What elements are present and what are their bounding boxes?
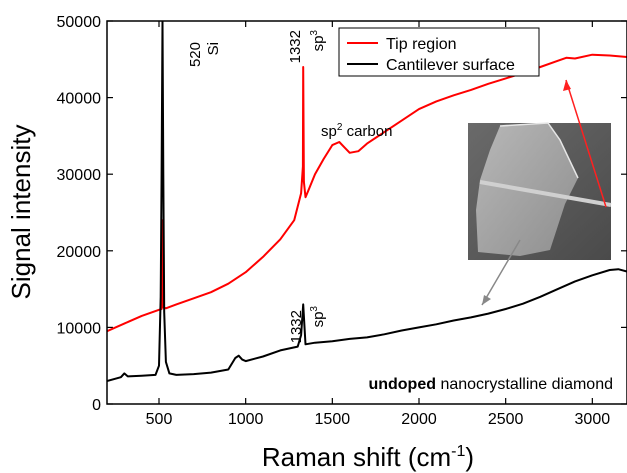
inset-sem-image bbox=[468, 122, 612, 260]
y-tick-label: 40000 bbox=[57, 91, 102, 108]
annotation-sp3-top: sp3 bbox=[309, 30, 327, 52]
x-tick-label: 2000 bbox=[401, 411, 437, 428]
annotations: 520 Si 1332 sp3 1332 sp3 sp2 carbon undo… bbox=[187, 30, 613, 393]
y-axis-title: Signal intensity bbox=[6, 125, 36, 300]
tick-layer: 500 1000 1500 2000 2500 300001000020000300004… bbox=[57, 14, 627, 428]
y-tick-label: 10000 bbox=[57, 320, 102, 337]
annotation-sp2-carbon: sp2 carbon bbox=[321, 122, 392, 140]
x-tick-label: 2500 bbox=[488, 411, 524, 428]
surface-arrow bbox=[481, 239, 521, 306]
y-tick-label: 30000 bbox=[57, 167, 102, 184]
annotation-si-label: Si bbox=[205, 42, 222, 55]
legend-label-cantilever: Cantilever surface bbox=[386, 57, 515, 74]
inset-arrows bbox=[481, 79, 607, 306]
x-tick-label: 1000 bbox=[228, 411, 264, 428]
y-tick-label: 0 bbox=[92, 397, 101, 414]
tip-arrow-head bbox=[563, 80, 571, 91]
annotation-1332-top: 1332 bbox=[287, 30, 304, 63]
plot-frame bbox=[106, 20, 627, 405]
x-axis-title: Raman shift (cm-1) bbox=[262, 442, 474, 472]
annotation-1332-bottom: 1332 bbox=[288, 310, 305, 343]
series-line-cantilever-surface bbox=[107, 21, 627, 382]
legend: Tip region Cantilever surface bbox=[338, 27, 540, 77]
x-tick-label: 500 bbox=[146, 411, 173, 428]
sample-note: undoped nanocrystalline diamond bbox=[368, 376, 613, 393]
annotation-sp3-bottom: sp3 bbox=[309, 306, 327, 328]
tip-arrow bbox=[565, 79, 607, 208]
x-tick-label: 1500 bbox=[315, 411, 351, 428]
y-tick-label: 50000 bbox=[57, 14, 102, 31]
x-tick-label: 3000 bbox=[575, 411, 611, 428]
surface-arrow-head bbox=[482, 295, 491, 305]
y-tick-label: 20000 bbox=[57, 244, 102, 261]
legend-label-tip: Tip region bbox=[386, 36, 457, 53]
annotation-520-value: 520 bbox=[187, 42, 204, 67]
